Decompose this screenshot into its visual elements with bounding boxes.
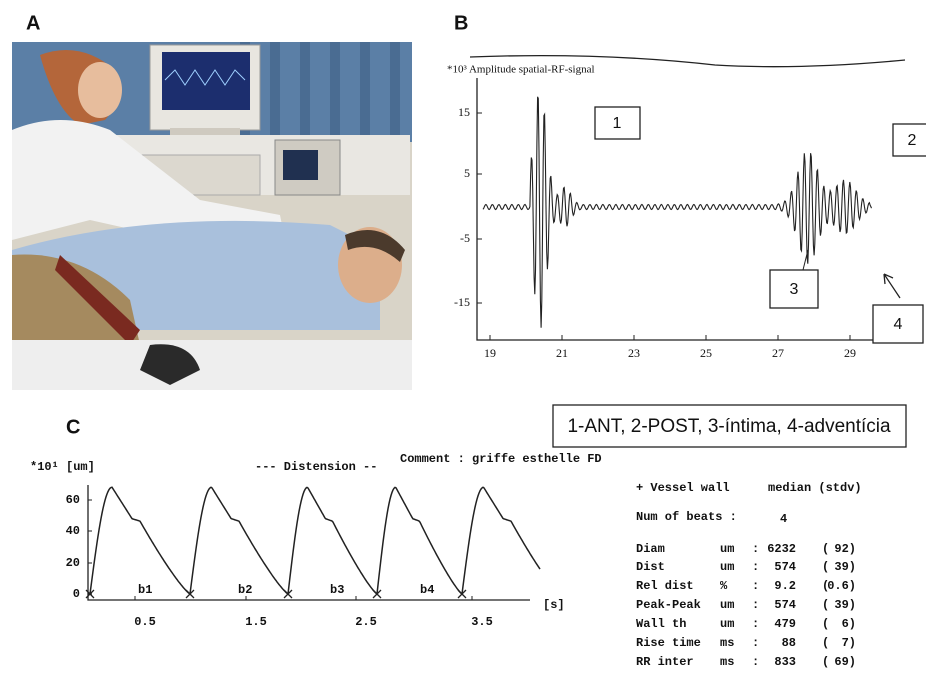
table-cell: 9.2	[774, 579, 796, 593]
table-cell: :	[752, 636, 759, 650]
table-cell: Rel dist	[636, 579, 694, 593]
x-tick-label: 3.5	[471, 615, 493, 629]
y-axis-label: *10¹ [um]	[30, 460, 95, 474]
table-cell: RR inter	[636, 655, 694, 669]
table-header: median (stdv)	[768, 481, 862, 495]
table-cell: 88	[782, 636, 796, 650]
table-cell: (	[822, 617, 829, 631]
beat-label: b4	[420, 583, 434, 597]
table-cell: 574	[774, 598, 796, 612]
x-axis-unit: [s]	[543, 598, 565, 612]
x-tick-label: 21	[556, 346, 568, 360]
table-title: + Vessel wall	[636, 481, 730, 495]
table-cell: 833	[774, 655, 796, 669]
table-rows: Diam um:6232(92)Dist um:574(39)Rel dist%:9…	[636, 542, 856, 669]
table-cell: Diam	[636, 542, 665, 556]
table-cell: :	[752, 542, 759, 556]
table-cell: :	[752, 655, 759, 669]
y-tick-label: -15	[454, 295, 470, 309]
rf-signal	[482, 96, 873, 328]
distension-curve	[89, 486, 541, 596]
table-cell: :	[752, 598, 759, 612]
marker-boxes	[594, 106, 926, 344]
top-trace	[469, 54, 906, 68]
table-cell: Wall th	[636, 617, 686, 631]
table-cell: Dist	[636, 560, 665, 574]
y-tick-label: 0	[73, 587, 80, 601]
table-cell: um	[720, 542, 734, 556]
table-cell: 39)	[834, 598, 856, 612]
x-tick-label: 0.5	[134, 615, 156, 629]
axes	[476, 78, 880, 341]
y-tick-label: -5	[460, 231, 470, 245]
y-tick-label: 15	[458, 105, 470, 119]
x-tick-label: 19	[484, 346, 496, 360]
beats-label: Num of beats :	[636, 510, 737, 524]
marker-label: 2	[908, 132, 917, 149]
table-cell: 574	[774, 560, 796, 574]
table-cell: Rise time	[636, 636, 701, 650]
table-cell: :	[752, 579, 759, 593]
table-cell: um	[720, 560, 734, 574]
table-cell: (	[822, 560, 829, 574]
table-cell: 479	[774, 617, 796, 631]
chart-title: --- Distension --	[255, 460, 377, 474]
table-cell: ms	[720, 655, 734, 669]
table-cell: um	[720, 617, 734, 631]
x-tick-label: 27	[772, 346, 784, 360]
axes	[87, 485, 530, 601]
legend-text: 1-ANT, 2-POST, 3-íntima, 4-adventícia	[567, 416, 891, 437]
table-cell: Peak-Peak	[636, 598, 701, 612]
x-tick-label: 25	[700, 346, 712, 360]
table-cell: 6)	[842, 617, 856, 631]
x-tick-label: 1.5	[245, 615, 267, 629]
y-tick-label: 60	[66, 493, 80, 507]
table-cell: 39)	[834, 560, 856, 574]
beat-label: b3	[330, 583, 344, 597]
photo	[12, 42, 412, 390]
table-cell: 69)	[834, 655, 856, 669]
table-cell: ms	[720, 636, 734, 650]
table-cell: 0.6)	[827, 579, 856, 593]
y-axis-label: *10³ Amplitude spatial-RF-signal	[447, 64, 595, 76]
table-cell: (	[822, 655, 829, 669]
beat-label: b2	[238, 583, 252, 597]
marker-label: 3	[790, 281, 799, 298]
table-cell: %	[720, 579, 728, 593]
x-tick-label: 23	[628, 346, 640, 360]
y-tick-label: 40	[66, 524, 80, 538]
beat-label: b1	[138, 583, 152, 597]
beats-value: 4	[780, 512, 787, 526]
y-tick-label: 20	[66, 556, 80, 570]
table-cell: 7)	[842, 636, 856, 650]
table-cell: 92)	[834, 542, 856, 556]
table-cell: 6232	[767, 542, 796, 556]
x-tick-label: 29	[844, 346, 856, 360]
table-cell: um	[720, 598, 734, 612]
tick-group: 60 40 20 0 0.5 1.5 2.5 3.5 b1 b2 b3 b4	[66, 493, 493, 629]
marker-label: 4	[894, 316, 903, 333]
marker-label: 1	[613, 115, 622, 132]
table-cell: :	[752, 560, 759, 574]
legend-box	[552, 404, 907, 448]
table-cell: :	[752, 617, 759, 631]
comment: Comment : griffe esthelle FD	[400, 452, 602, 466]
panel-label: A	[26, 12, 40, 34]
tick-group: 15 5 -5 -15 19 21 23 25 27 29	[454, 105, 856, 360]
table-cell: (	[822, 598, 829, 612]
table-cell: (	[822, 542, 829, 556]
y-tick-label: 5	[464, 166, 470, 180]
panel-label: C	[66, 416, 80, 438]
panel-label: B	[454, 12, 468, 34]
x-tick-label: 2.5	[355, 615, 377, 629]
table-cell: (	[822, 636, 829, 650]
table-cell: (	[822, 579, 829, 593]
